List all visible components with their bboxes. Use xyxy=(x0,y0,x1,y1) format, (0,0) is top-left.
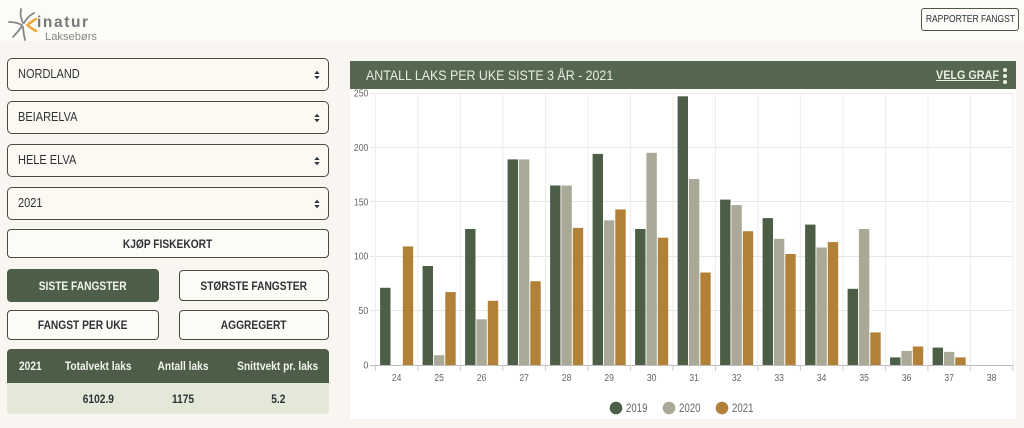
svg-text:35: 35 xyxy=(859,373,869,384)
svg-text:38: 38 xyxy=(987,373,997,384)
svg-text:37: 37 xyxy=(944,373,954,384)
svg-text:250: 250 xyxy=(354,89,369,100)
svg-text:28: 28 xyxy=(562,373,572,384)
svg-text:200: 200 xyxy=(354,143,369,154)
svg-text:0: 0 xyxy=(363,361,368,372)
svg-text:29: 29 xyxy=(604,373,614,384)
svg-text:2019: 2019 xyxy=(626,401,648,415)
svg-text:2021: 2021 xyxy=(732,401,754,415)
svg-text:24: 24 xyxy=(392,373,402,384)
svg-text:150: 150 xyxy=(354,197,369,208)
svg-text:25: 25 xyxy=(434,373,444,384)
svg-text:27: 27 xyxy=(519,373,529,384)
svg-text:32: 32 xyxy=(732,373,742,384)
svg-text:34: 34 xyxy=(817,373,827,384)
svg-text:2020: 2020 xyxy=(679,401,701,415)
svg-text:inatur: inatur xyxy=(37,14,90,31)
svg-text:36: 36 xyxy=(902,373,912,384)
svg-text:30: 30 xyxy=(647,373,657,384)
svg-text:26: 26 xyxy=(477,373,487,384)
svg-text:50: 50 xyxy=(358,306,368,317)
svg-text:33: 33 xyxy=(774,373,784,384)
svg-text:Laksebørs: Laksebørs xyxy=(45,31,97,43)
svg-text:31: 31 xyxy=(689,373,699,384)
svg-text:100: 100 xyxy=(354,252,369,263)
